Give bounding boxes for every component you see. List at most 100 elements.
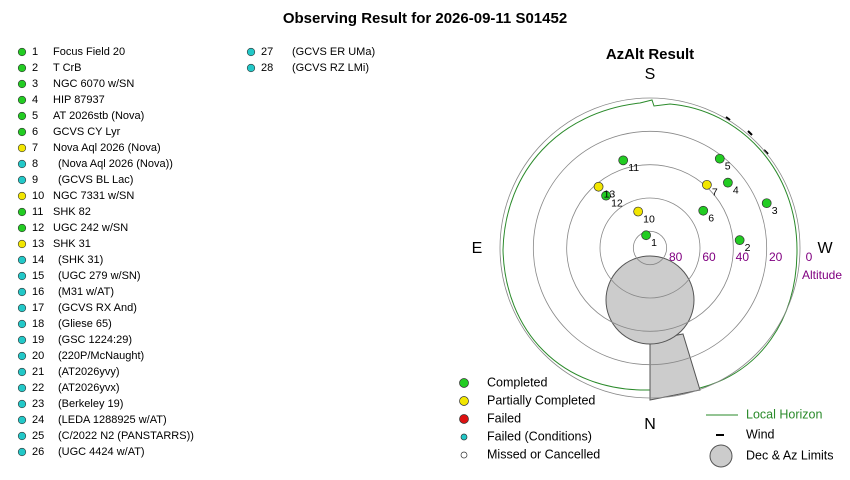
target-number: 2	[32, 62, 38, 74]
status-dot	[17, 383, 27, 393]
target-number: 21	[32, 366, 44, 378]
point-label: 7	[712, 187, 718, 199]
status-dot	[17, 191, 27, 201]
status-dot	[17, 239, 27, 249]
target-number: 16	[32, 286, 44, 298]
target-number: 12	[32, 222, 44, 234]
target-number: 13	[32, 238, 44, 250]
target-name: (LEDA 1288925 w/AT)	[58, 414, 167, 426]
status-dot	[17, 127, 27, 137]
altitude-ring	[632, 230, 668, 266]
target-name: (Nova Aql 2026 (Nova))	[58, 158, 173, 170]
status-dot	[17, 447, 27, 457]
legend-label: Wind	[746, 427, 775, 441]
legend-label: Local Horizon	[746, 407, 822, 421]
target-name: UGC 242 w/SN	[53, 222, 128, 234]
target-point	[601, 190, 611, 201]
status-dot	[17, 223, 27, 233]
target-name: NGC 7331 w/SN	[53, 190, 134, 202]
status-dot	[17, 367, 27, 377]
legend-swatch	[459, 396, 469, 406]
legend-label: Missed or Cancelled	[487, 447, 600, 461]
status-dot	[17, 159, 27, 169]
target-number: 6	[32, 126, 38, 138]
target-point	[618, 155, 629, 166]
target-name: (UGC 4424 w/AT)	[58, 446, 145, 458]
polar-plot	[499, 97, 801, 401]
target-point	[714, 153, 725, 164]
compass-label: N	[644, 416, 656, 433]
target-name: SHK 31	[53, 238, 91, 250]
az-limit	[649, 333, 701, 401]
target-name: (GCVS RZ LMi)	[292, 62, 369, 74]
status-dot	[17, 415, 27, 425]
status-dot	[17, 303, 27, 313]
target-point	[698, 205, 709, 216]
target-name: Nova Aql 2026 (Nova)	[53, 142, 161, 154]
target-point	[633, 206, 644, 217]
target-point	[641, 230, 651, 241]
altitude-tick-label: 60	[702, 250, 716, 264]
target-number: 15	[32, 270, 44, 282]
target-point	[723, 177, 733, 188]
target-number: 4	[32, 94, 38, 106]
target-number: 18	[32, 318, 44, 330]
status-dot	[17, 111, 27, 121]
target-number: 3	[32, 78, 38, 90]
status-dot	[246, 63, 256, 73]
point-label: 10	[643, 213, 655, 225]
status-dot	[17, 399, 27, 409]
target-name: (Berkeley 19)	[58, 398, 123, 410]
legend-swatch	[460, 451, 468, 459]
point-label: 13	[604, 188, 616, 200]
target-number: 5	[32, 110, 38, 122]
target-number: 25	[32, 430, 44, 442]
target-name: (Gliese 65)	[58, 318, 112, 330]
point-label: 11	[628, 162, 639, 174]
status-dot	[17, 319, 27, 329]
target-number: 24	[32, 414, 44, 426]
target-number: 14	[32, 254, 44, 266]
local-horizon	[502, 99, 798, 391]
status-dot	[17, 79, 27, 89]
altitude-tick-label: 20	[769, 250, 783, 264]
target-name: NGC 6070 w/SN	[53, 78, 134, 90]
compass-label: W	[817, 240, 833, 257]
target-name: (220P/McNaught)	[58, 350, 144, 362]
legend-label: Partially Completed	[487, 393, 595, 407]
altitude-tick-label: 40	[736, 250, 750, 264]
status-dot	[17, 47, 27, 57]
target-point	[761, 198, 772, 209]
status-dot	[17, 351, 27, 361]
dec-limit	[605, 255, 695, 345]
point-label: 4	[733, 184, 739, 196]
axis-label: Altitude	[802, 268, 842, 282]
target-number: 22	[32, 382, 44, 394]
target-number: 26	[32, 446, 44, 458]
altitude-ring	[499, 97, 801, 399]
altitude-ring	[599, 197, 701, 299]
target-name: (GCVS ER UMa)	[292, 46, 375, 58]
status-dot	[17, 335, 27, 345]
target-number: 10	[32, 190, 44, 202]
target-point	[702, 179, 712, 190]
target-name: (GCVS BL Lac)	[58, 174, 133, 186]
legend-label: Dec & Az Limits	[746, 448, 834, 462]
target-name: (AT2026yvx)	[58, 382, 120, 394]
point-label: 3	[772, 205, 778, 217]
target-number: 28	[261, 62, 273, 74]
compass-label: E	[472, 240, 483, 257]
target-number: 9	[32, 174, 38, 186]
status-dot	[17, 207, 27, 217]
target-name: (UGC 279 w/SN)	[58, 270, 141, 282]
legend-swatch	[459, 414, 469, 424]
chart-title: AzAlt Result	[606, 46, 694, 63]
legend-swatch	[459, 378, 469, 388]
target-name: HIP 87937	[53, 94, 105, 106]
status-dot	[17, 431, 27, 441]
status-dot	[17, 271, 27, 281]
target-number: 27	[261, 46, 273, 58]
point-label: 2	[745, 242, 751, 254]
point-label: 12	[611, 197, 623, 209]
